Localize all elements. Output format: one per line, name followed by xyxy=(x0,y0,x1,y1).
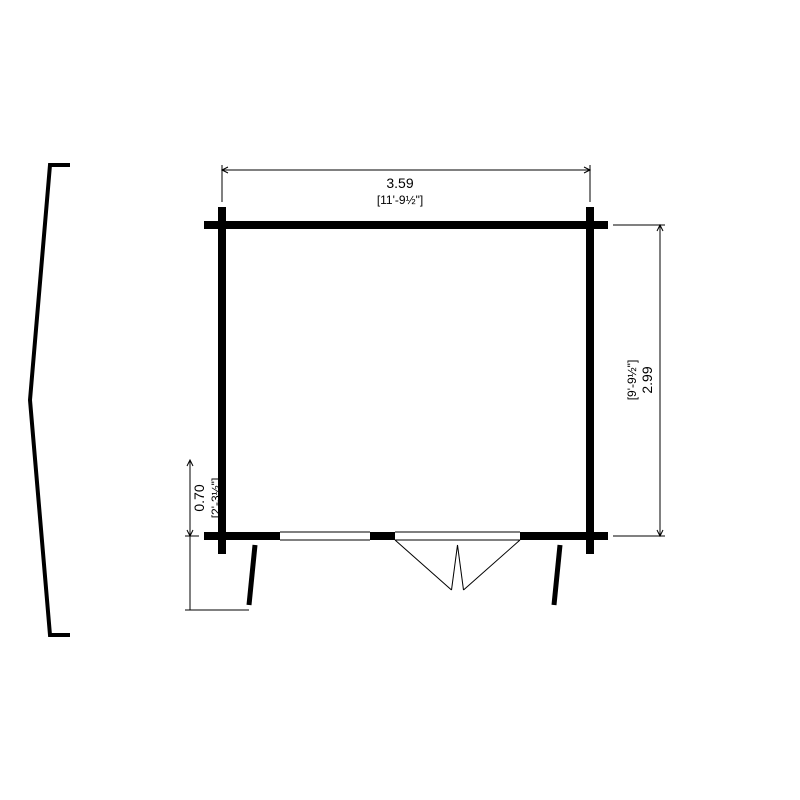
dim-right-metric: 2.99 xyxy=(639,366,655,393)
roof-profile xyxy=(30,165,70,635)
dim-top-metric: 3.59 xyxy=(386,175,413,191)
front-elements xyxy=(249,532,560,605)
floor-plan-drawing: 3.59 [11'-9½"] 2.99[9'-9½"] 0.70[2'-3½"] xyxy=(0,0,800,800)
dim-left-imperial: [2'-3½"] xyxy=(209,478,223,519)
dim-right-imperial: [9'-9½"] xyxy=(625,360,639,401)
plan-walls xyxy=(204,207,608,554)
dim-left-metric: 0.70 xyxy=(191,484,207,511)
dim-top-imperial: [11'-9½"] xyxy=(377,193,423,207)
